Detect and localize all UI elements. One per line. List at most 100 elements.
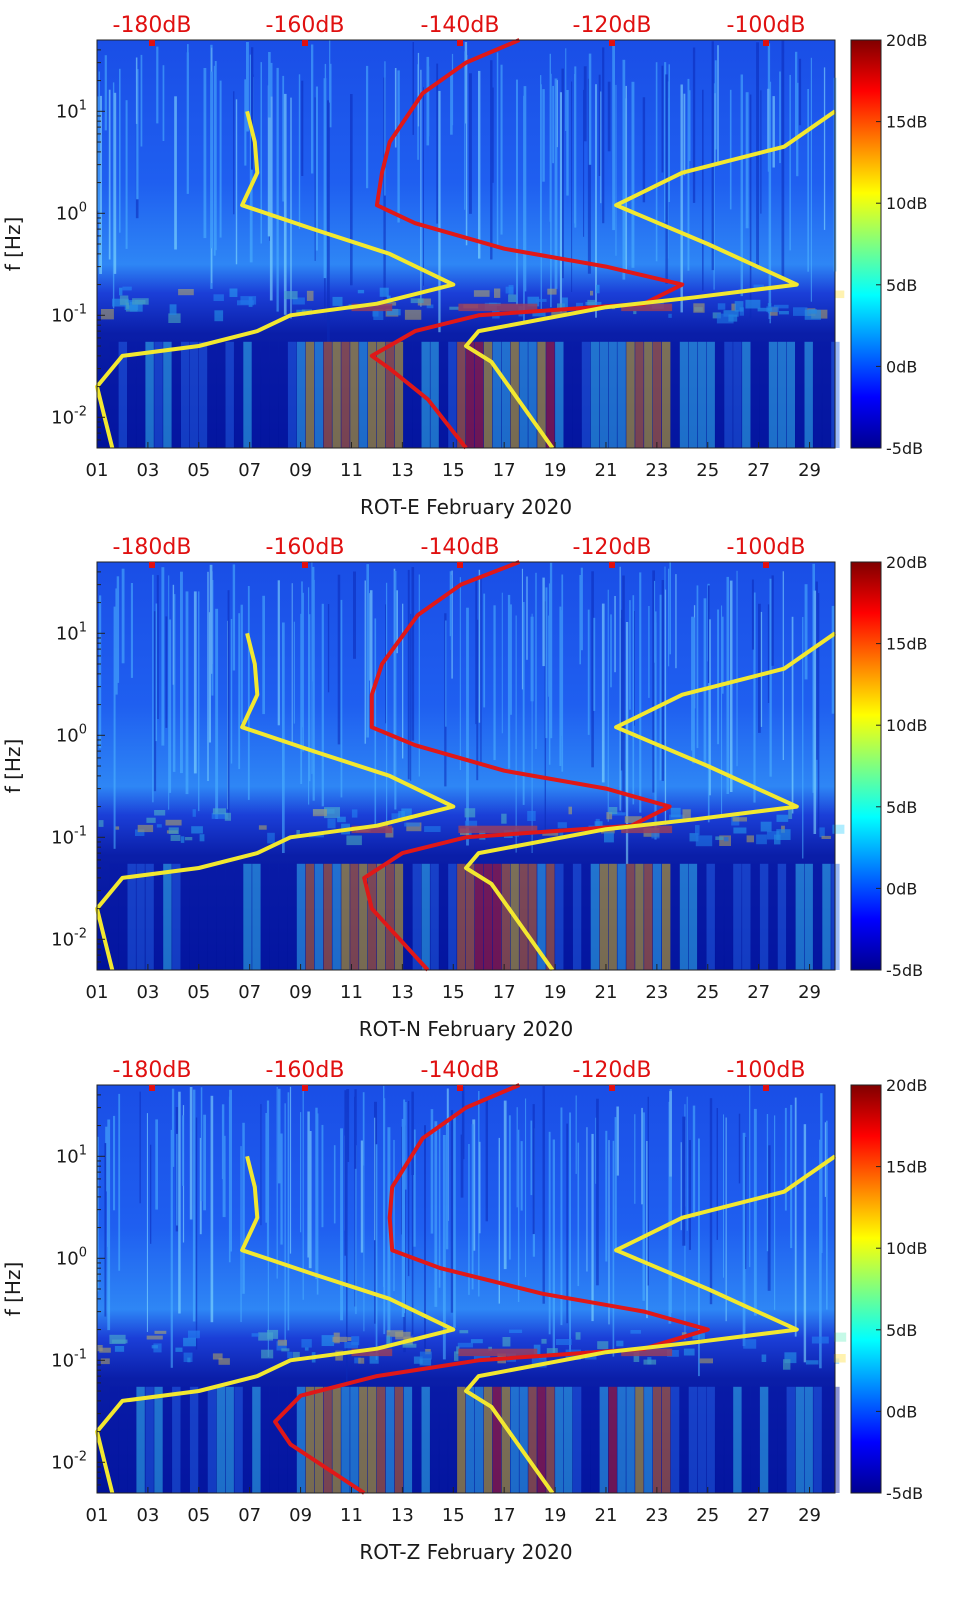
x-tick-label: 01	[86, 1505, 109, 1526]
x-tick-label: 15	[442, 460, 465, 481]
x-tick-label: 17	[493, 982, 516, 1003]
x-tick-label: 19	[544, 1505, 567, 1526]
x-tick-label: 07	[238, 1505, 261, 1526]
top-db-tick	[149, 40, 155, 46]
top-db-tick	[763, 562, 769, 568]
yellow-noise-curve-2	[464, 109, 837, 450]
colorbar-tick-label: -5dB	[886, 1484, 923, 1503]
yellow-noise-curve-1	[95, 1155, 456, 1494]
top-db-tick	[763, 1085, 769, 1091]
x-tick-label: 01	[86, 460, 109, 481]
x-tick-label: 07	[238, 460, 261, 481]
colorbar-tick-label: 0dB	[886, 1402, 917, 1421]
spectrogram-panel-2: 01 03 05 07 09 11 13 15 17 19 21 23 25 27 29 10-2 10-1 10…	[1, 535, 928, 1041]
colorbar-tick-label: 5dB	[886, 798, 917, 817]
x-tick-label: 23	[645, 460, 668, 481]
x-tick-label: 13	[391, 982, 414, 1003]
y-axis-title: f [Hz]	[1, 217, 25, 272]
yellow-noise-curve-1	[95, 632, 456, 971]
x-tick-label: 03	[136, 1505, 159, 1526]
top-db-label: -100dB	[727, 1058, 806, 1083]
colorbar-tick-label: 10dB	[886, 1239, 928, 1258]
top-db-tick	[457, 40, 463, 46]
x-tick-label: 05	[187, 982, 210, 1003]
x-tick-label: 25	[696, 460, 719, 481]
y-tick-label: 10-1	[51, 302, 87, 326]
top-db-tick	[149, 1085, 155, 1091]
top-db-label: -180dB	[113, 13, 192, 38]
x-tick-label: 17	[493, 1505, 516, 1526]
x-axis-title: ROT-N February 2020	[359, 1017, 573, 1041]
colorbar-tick-label: 0dB	[886, 879, 917, 898]
x-tick-label: 19	[544, 460, 567, 481]
x-tick-label: 25	[696, 1505, 719, 1526]
x-tick-label: 09	[289, 1505, 312, 1526]
x-tick-label: 27	[747, 982, 770, 1003]
colorbar	[850, 1084, 882, 1494]
y-tick-label: 10-1	[51, 1347, 87, 1371]
spectrogram-texture	[97, 40, 845, 448]
x-tick-label: 03	[136, 982, 159, 1003]
x-tick-label: 07	[238, 982, 261, 1003]
x-tick-label: 23	[645, 1505, 668, 1526]
spectrogram-panel-3: 01 03 05 07 09 11 13 15 17 19 21 23 25 27 29 10-2 10-1 10…	[1, 1058, 928, 1564]
red-psd-curve	[369, 38, 685, 450]
y-tick-label: 101	[56, 1143, 87, 1167]
x-tick-label: 01	[86, 982, 109, 1003]
yellow-noise-curve-2	[464, 631, 837, 972]
x-tick-label: 11	[340, 1505, 363, 1526]
y-tick-label: 101	[56, 98, 87, 122]
x-tick-label: 09	[289, 460, 312, 481]
colorbar-tick-label: 5dB	[886, 276, 917, 295]
x-tick-label: 11	[340, 460, 363, 481]
x-tick-label: 03	[136, 460, 159, 481]
x-tick-label: 19	[544, 982, 567, 1003]
colorbar	[850, 39, 882, 449]
y-tick-label: 100	[56, 1245, 87, 1269]
top-db-tick	[302, 1085, 308, 1091]
x-tick-label: 13	[391, 1505, 414, 1526]
spectrogram-texture	[97, 1085, 847, 1493]
top-db-label: -180dB	[113, 1058, 192, 1083]
top-db-tick	[763, 40, 769, 46]
x-tick-label: 05	[187, 460, 210, 481]
top-db-label: -180dB	[113, 535, 192, 560]
yellow-noise-curve-2	[464, 1154, 837, 1495]
y-tick-label: 100	[56, 722, 87, 746]
x-tick-label: 27	[747, 1505, 770, 1526]
top-db-tick	[609, 562, 615, 568]
spectrogram-panel-1: 01 03 05 07 09 11 13 15 17 19 21 23 25 27 29 10-2 10-1 10…	[1, 13, 928, 519]
top-db-tick	[457, 1085, 463, 1091]
colorbar-tick-label: 10dB	[886, 716, 928, 735]
top-db-label: -160dB	[266, 535, 345, 560]
colorbar-tick-label: 0dB	[886, 357, 917, 376]
colorbar-tick-label: 20dB	[886, 31, 928, 50]
x-tick-label: 27	[747, 460, 770, 481]
x-tick-label: 05	[187, 1505, 210, 1526]
colorbar-tick-label: 10dB	[886, 194, 928, 213]
x-tick-label: 21	[595, 982, 618, 1003]
x-tick-label: 23	[645, 982, 668, 1003]
top-db-label: -140dB	[421, 13, 500, 38]
x-axis-title: ROT-Z February 2020	[359, 1540, 572, 1564]
y-tick-label: 10-2	[51, 404, 87, 428]
top-db-tick	[457, 562, 463, 568]
top-db-tick	[609, 40, 615, 46]
top-db-tick	[609, 1085, 615, 1091]
y-tick-label: 10-1	[51, 824, 87, 848]
x-tick-label: 13	[391, 460, 414, 481]
colorbar-tick-label: -5dB	[886, 439, 923, 458]
x-tick-label: 09	[289, 982, 312, 1003]
colorbar-tick-label: 15dB	[886, 635, 928, 654]
top-db-label: -160dB	[266, 13, 345, 38]
colorbar-tick-label: 20dB	[886, 1076, 928, 1095]
y-axis-title: f [Hz]	[1, 1262, 25, 1317]
colorbar-tick-label: 5dB	[886, 1321, 917, 1340]
top-db-tick	[149, 562, 155, 568]
top-db-label: -100dB	[727, 535, 806, 560]
top-db-label: -140dB	[421, 1058, 500, 1083]
x-tick-label: 11	[340, 982, 363, 1003]
colorbar-tick-label: -5dB	[886, 961, 923, 980]
top-db-tick	[302, 562, 308, 568]
